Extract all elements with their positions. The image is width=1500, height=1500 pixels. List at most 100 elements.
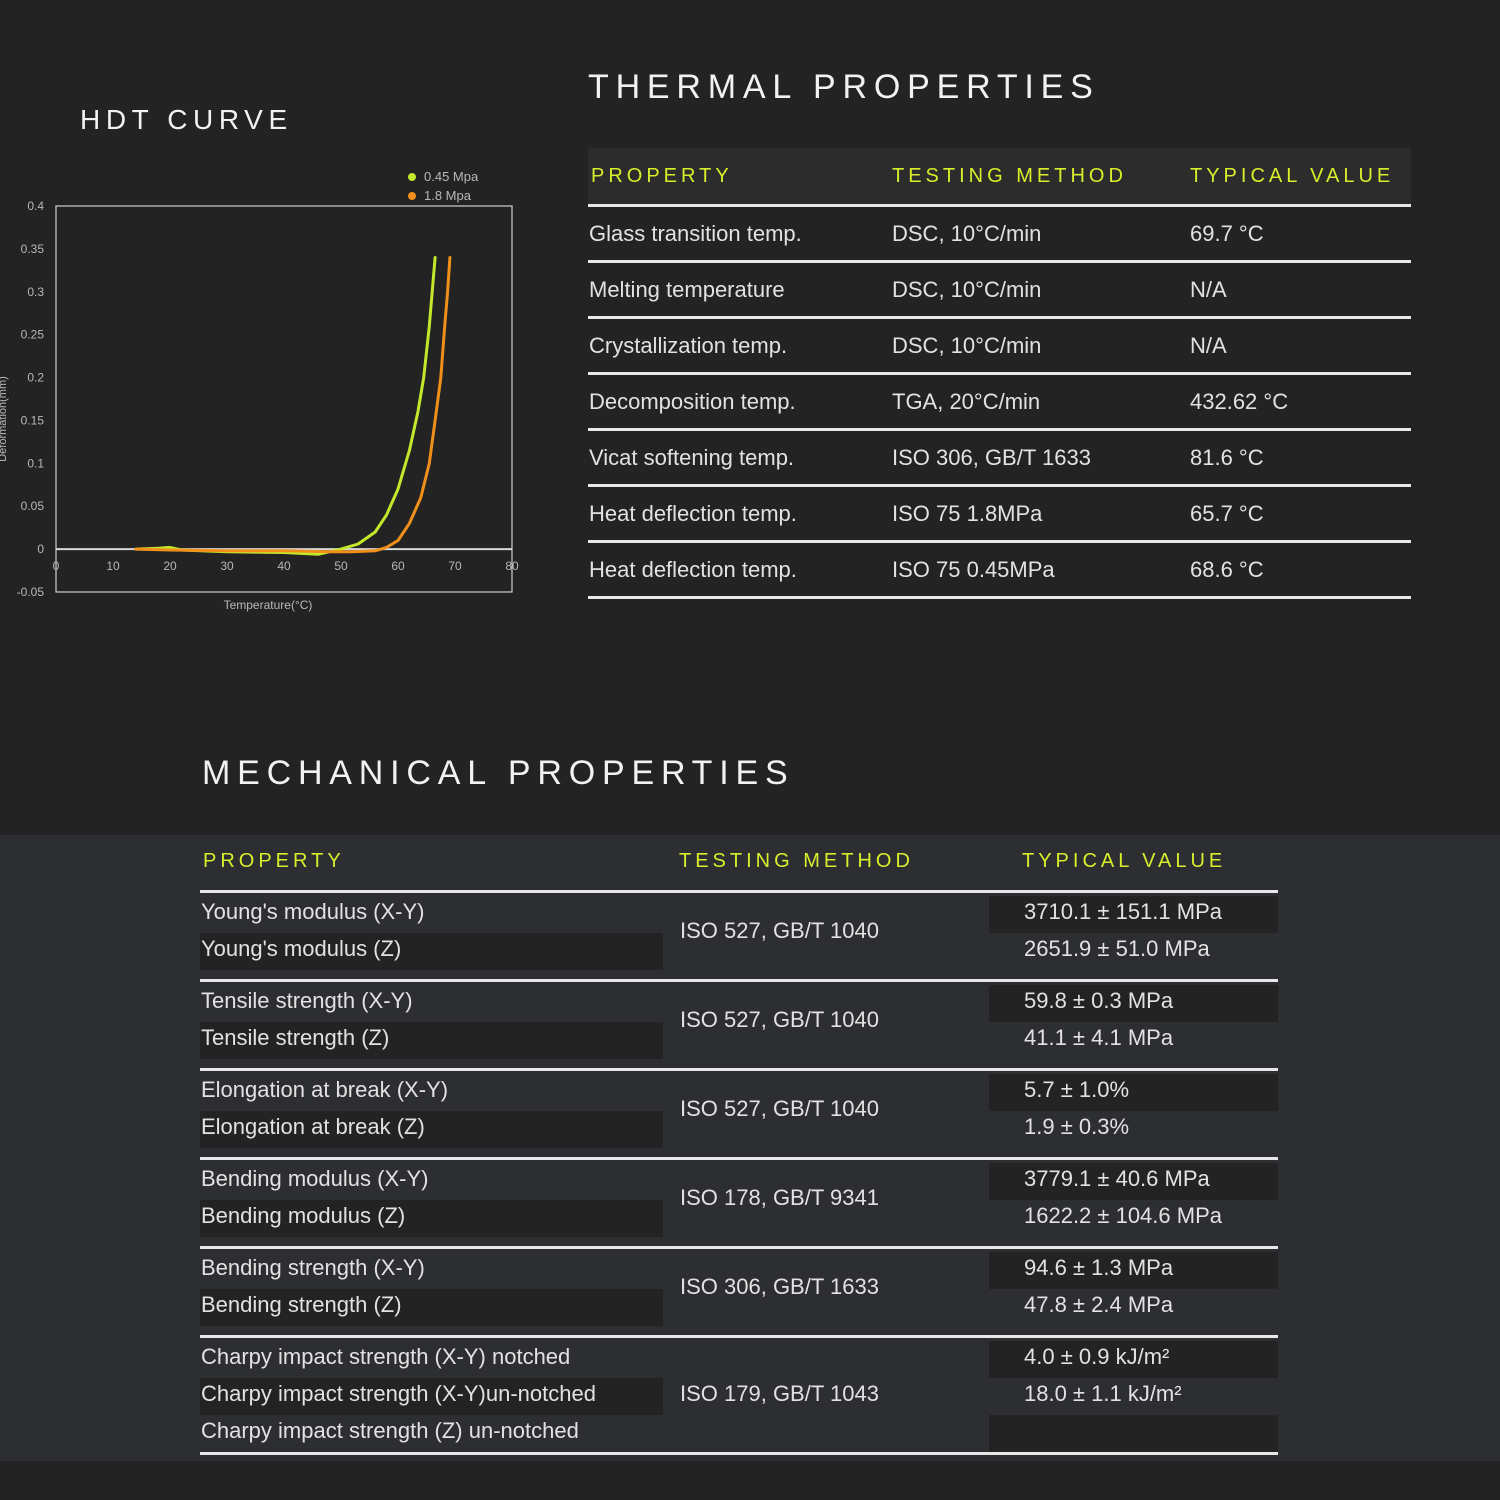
thermal-header-value: TYPICAL VALUE: [1190, 148, 1411, 207]
x-tick-label: 60: [391, 559, 405, 573]
mechanical-property-cell: Tensile strength (X-Y): [201, 988, 413, 1013]
legend-label: 0.45 Mpa: [424, 169, 479, 184]
mechanical-divider: [200, 1157, 1278, 1160]
row-shade: [200, 933, 663, 970]
mechanical-property-cell: Charpy impact strength (Z) un-notched: [201, 1418, 579, 1443]
mechanical-header-method: TESTING METHOD: [679, 850, 914, 872]
mechanical-value-cell: 1622.2 ± 104.6 MPa: [1024, 1203, 1222, 1228]
mechanical-value-cell: 41.1 ± 4.1 MPa: [1024, 1025, 1174, 1050]
mechanical-header-value: TYPICAL VALUE: [1022, 850, 1227, 872]
mechanical-property-cell: Bending strength (X-Y): [201, 1255, 425, 1280]
thermal-row: Glass transition temp. DSC, 10°C/min 69.7 …: [588, 205, 1411, 263]
row-shade: [989, 1341, 1278, 1378]
mechanical-value-cell: 59.8 ± 0.3 MPa: [1024, 988, 1174, 1013]
thermal-value-cell: 81.6 °C: [1190, 429, 1411, 487]
legend-marker: [408, 192, 416, 200]
x-tick-label: 40: [277, 559, 291, 573]
mechanical-divider: [200, 890, 1278, 893]
thermal-properties-title: THERMAL PROPERTIES: [588, 68, 1100, 106]
row-shade: [989, 1163, 1278, 1200]
mechanical-method-cell: ISO 527, GB/T 1040: [680, 1006, 879, 1032]
x-tick-label: 50: [334, 559, 348, 573]
x-tick-label: 20: [163, 559, 177, 573]
y-tick-label: 0.4: [27, 199, 44, 213]
mechanical-method-cell: ISO 179, GB/T 1043: [680, 1381, 879, 1406]
mechanical-value-cell: 5.7 ± 1.0%: [1024, 1077, 1130, 1102]
thermal-value-cell: 68.6 °C: [1190, 541, 1411, 599]
thermal-header-property: PROPERTY: [588, 148, 892, 207]
thermal-row: Heat deflection temp. ISO 75 1.8MPa 65.7 °…: [588, 485, 1411, 543]
legend-marker: [408, 173, 416, 181]
y-tick-label: 0: [37, 542, 44, 556]
series-line: [134, 256, 452, 554]
thermal-row: Melting temperature DSC, 10°C/min N/A: [588, 261, 1411, 319]
row-shade: [200, 1289, 663, 1326]
thermal-value-cell: N/A: [1190, 317, 1411, 375]
mechanical-value-cell: 4.0 ± 0.9 kJ/m²: [1024, 1344, 1170, 1369]
plot-frame: [55, 205, 513, 593]
mechanical-value-cell: 94.6 ± 1.3 MPa: [1024, 1255, 1174, 1280]
thermal-property-cell: Melting temperature: [588, 261, 892, 319]
mechanical-value-cell: 18.0 ± 1.1 kJ/m²: [1024, 1381, 1182, 1406]
thermal-method-cell: ISO 306, GB/T 1633: [892, 429, 1190, 487]
y-tick-label: 0.25: [21, 328, 45, 342]
x-tick-label: 70: [448, 559, 462, 573]
mechanical-divider: [200, 979, 1278, 982]
thermal-value-cell: 69.7 °C: [1190, 205, 1411, 263]
thermal-property-cell: Decomposition temp.: [588, 373, 892, 431]
mechanical-divider: [200, 1246, 1278, 1249]
mechanical-divider: [200, 1452, 1278, 1455]
row-shade: [989, 1415, 1278, 1452]
mechanical-value-cell: 3710.1 ± 151.1 MPa: [1024, 899, 1222, 924]
mechanical-property-cell: Bending strength (Z): [201, 1292, 402, 1317]
x-tick-label: 80: [505, 559, 519, 573]
thermal-property-cell: Crystallization temp.: [588, 317, 892, 375]
thermal-property-cell: Heat deflection temp.: [588, 541, 892, 599]
mechanical-properties-title: MECHANICAL PROPERTIES: [202, 754, 795, 792]
thermal-method-cell: ISO 75 0.45MPa: [892, 541, 1190, 599]
thermal-method-cell: DSC, 10°C/min: [892, 317, 1190, 375]
thermal-row: Vicat softening temp. ISO 306, GB/T 1633 8…: [588, 429, 1411, 487]
mechanical-value-cell: 3779.1 ± 40.6 MPa: [1024, 1166, 1210, 1191]
mechanical-value-cell: 1.9 ± 0.3%: [1024, 1114, 1130, 1139]
thermal-row: Heat deflection temp. ISO 75 0.45MPa 68.6 …: [588, 541, 1411, 599]
mechanical-divider: [200, 1068, 1278, 1071]
row-shade: [200, 1111, 663, 1148]
y-tick-label: 0.15: [21, 413, 45, 427]
row-shade: [989, 896, 1278, 933]
mechanical-value-cell: 2651.9 ± 51.0 MPa: [1024, 936, 1210, 961]
mechanical-property-cell: Charpy impact strength (X-Y) notched: [201, 1344, 571, 1369]
row-shade: [989, 1252, 1278, 1289]
x-tick-label: 10: [106, 559, 120, 573]
thermal-method-cell: DSC, 10°C/min: [892, 261, 1190, 319]
mechanical-method-cell: ISO 527, GB/T 1040: [680, 917, 879, 943]
mechanical-property-cell: Elongation at break (Z): [201, 1114, 425, 1139]
mechanical-property-cell: Tensile strength (Z): [201, 1025, 390, 1050]
mechanical-property-cell: Young's modulus (Z): [201, 936, 402, 961]
row-shade: [200, 1200, 663, 1237]
mechanical-property-cell: Elongation at break (X-Y): [201, 1077, 449, 1102]
series-line: [134, 256, 437, 556]
y-tick-label: -0.05: [17, 585, 45, 599]
row-shade: [200, 1022, 663, 1059]
mechanical-property-cell: Young's modulus (X-Y): [201, 899, 425, 924]
thermal-property-cell: Vicat softening temp.: [588, 429, 892, 487]
x-tick-label: 30: [220, 559, 234, 573]
mechanical-method-cell: ISO 306, GB/T 1633: [680, 1273, 879, 1299]
y-tick-label: 0.1: [27, 456, 44, 470]
y-axis-label: Deformation(mm): [0, 376, 9, 462]
y-tick-label: 0.2: [27, 371, 44, 385]
row-shade: [989, 985, 1278, 1022]
thermal-method-cell: ISO 75 1.8MPa: [892, 485, 1190, 543]
thermal-method-cell: DSC, 10°C/min: [892, 205, 1190, 263]
thermal-value-cell: 432.62 °C: [1190, 373, 1411, 431]
row-shade: [200, 1378, 663, 1415]
thermal-table-body: Glass transition temp. DSC, 10°C/min 69.7 …: [588, 205, 1411, 599]
thermal-property-cell: Glass transition temp.: [588, 205, 892, 263]
mechanical-property-cell: Charpy impact strength (X-Y)un-notched: [201, 1381, 596, 1406]
thermal-row: Decomposition temp. TGA, 20°C/min 432.62 °…: [588, 373, 1411, 431]
hdt-curve-title: HDT CURVE: [80, 104, 293, 135]
thermal-header-method: TESTING METHOD: [892, 148, 1190, 207]
mechanical-property-cell: Bending modulus (X-Y): [201, 1166, 429, 1191]
row-shade: [989, 1074, 1278, 1111]
